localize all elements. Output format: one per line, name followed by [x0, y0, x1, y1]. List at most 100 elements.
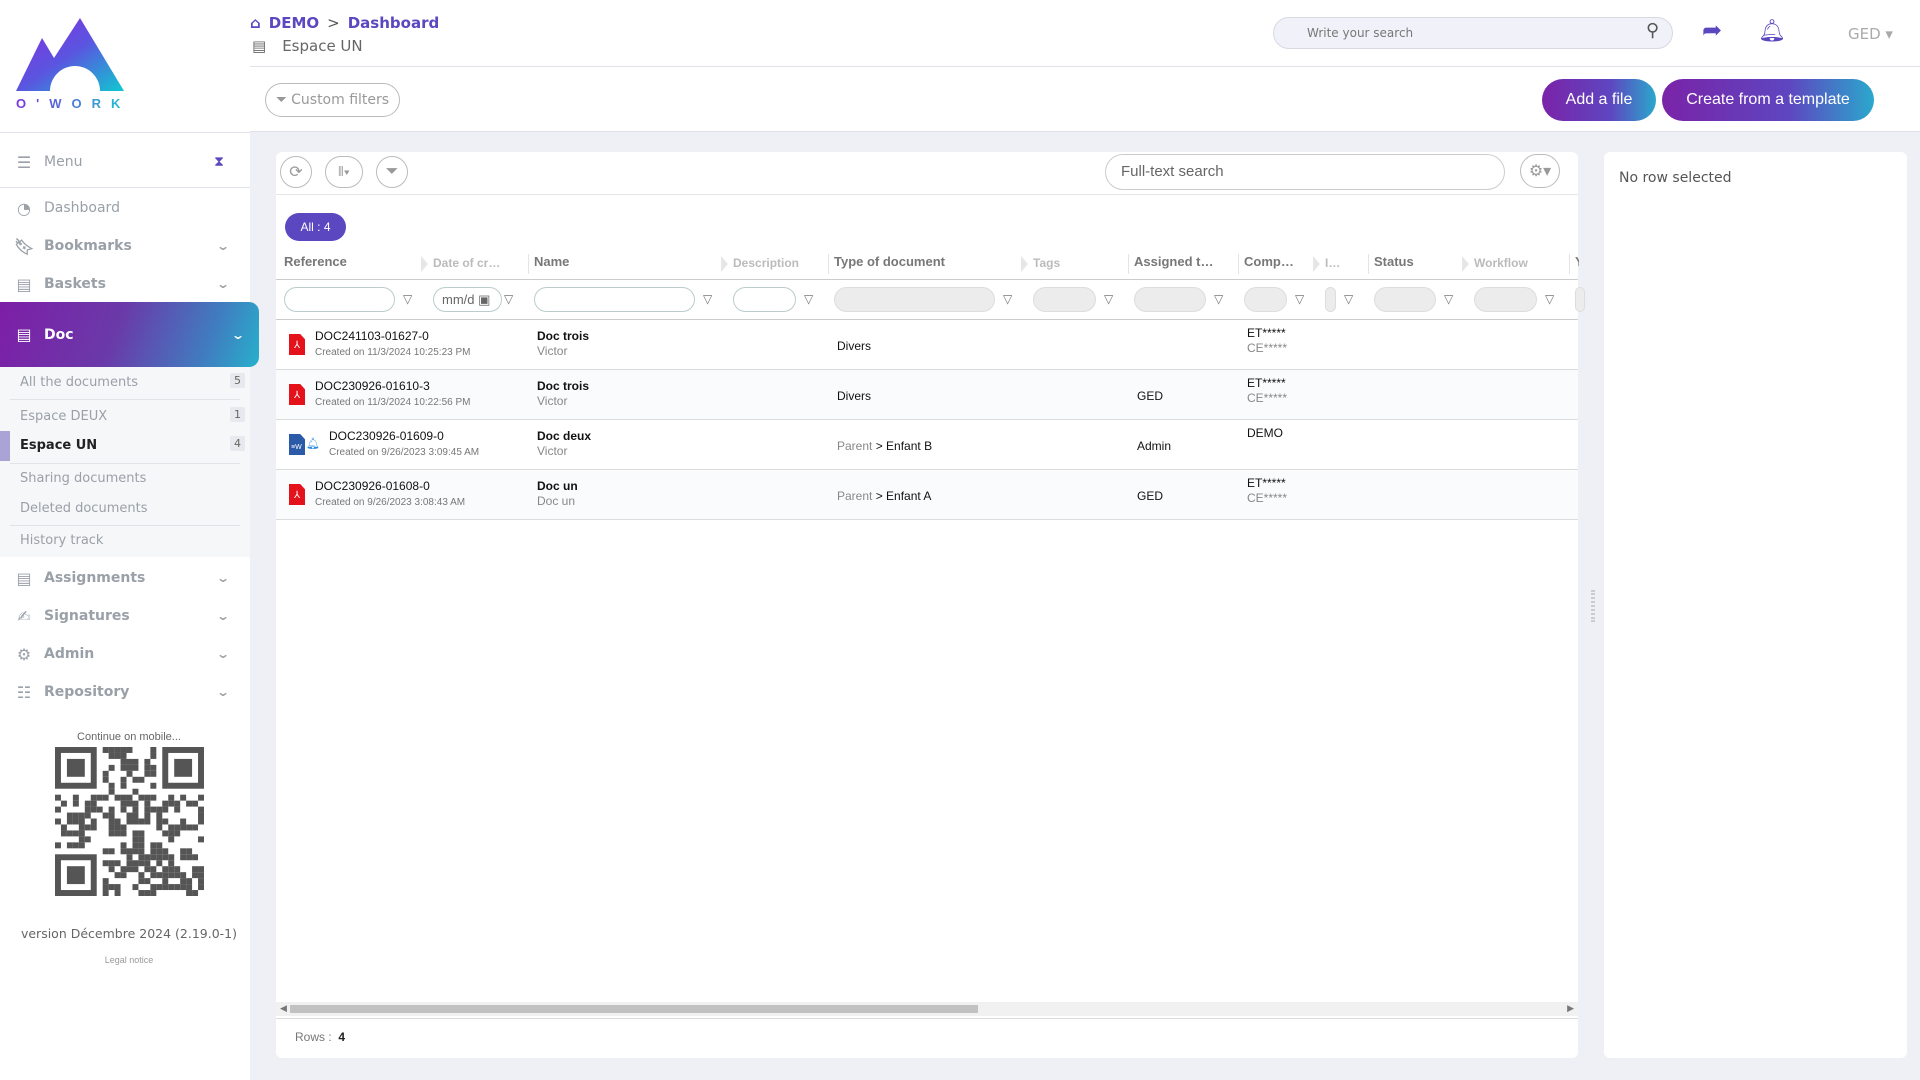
- global-search-input[interactable]: Write your search: [1273, 17, 1673, 49]
- filter-funnel-icon[interactable]: ▽: [1344, 292, 1354, 306]
- table-row[interactable]: ⅄ DOC241103-01627-0 Created on 11/3/2024…: [276, 320, 1578, 370]
- refresh-button[interactable]: ⟳: [280, 156, 312, 188]
- filter-funnel-icon[interactable]: ▽: [403, 292, 413, 306]
- sidebar-sub-all-documents[interactable]: All the documents 5: [20, 373, 245, 390]
- filter-input-type-of-document[interactable]: [834, 287, 995, 312]
- filter-toggle-button[interactable]: ⏷: [376, 156, 408, 188]
- filter-input-status[interactable]: [1374, 287, 1436, 312]
- column-header-company[interactable]: Comp…: [1244, 254, 1294, 269]
- filter-funnel-icon[interactable]: ▽: [504, 292, 514, 306]
- filter-date-input[interactable]: mm/d ▣: [433, 287, 502, 312]
- space-title: ▤ Espace UN: [252, 37, 363, 55]
- horizontal-scrollbar[interactable]: ◀ ▶: [276, 1002, 1578, 1016]
- column-separator[interactable]: [1128, 254, 1129, 274]
- table-row[interactable]: ⅄ DOC230926-01608-0 Created on 9/26/2023…: [276, 470, 1578, 520]
- column-separator[interactable]: [828, 254, 829, 274]
- column-resize-handle[interactable]: [1462, 256, 1469, 272]
- sidebar-sub-deleted[interactable]: Deleted documents: [20, 501, 245, 516]
- columns-button[interactable]: ⦀▾: [325, 156, 363, 188]
- hamburger-icon: ☰: [16, 152, 32, 172]
- sidebar-sub-history[interactable]: History track: [20, 533, 245, 548]
- filter-input-company[interactable]: [1244, 287, 1287, 312]
- sidebar-item-assignments[interactable]: ▤ Assignments ⌄: [0, 561, 250, 595]
- table-row[interactable]: ⅄ DOC230926-01610-3 Created on 11/3/2024…: [276, 370, 1578, 420]
- sidebar-sub-espace-un[interactable]: Espace UN 4: [20, 436, 245, 453]
- sidebar-item-admin[interactable]: ⚙ Admin ⌄: [0, 637, 250, 671]
- column-separator[interactable]: [1238, 254, 1239, 274]
- sidebar-item-doc[interactable]: ▤ Doc ⌄: [0, 302, 259, 367]
- column-header-y[interactable]: Y: [1575, 254, 1579, 274]
- scroll-left-arrow[interactable]: ◀: [280, 1003, 287, 1013]
- column-header-date-created[interactable]: Date of cr…: [433, 256, 501, 270]
- filter-funnel-icon[interactable]: ▽: [1003, 292, 1013, 306]
- column-resize-handle[interactable]: [1313, 256, 1320, 272]
- qr-code[interactable]: [55, 747, 204, 896]
- owork-logo[interactable]: O'WORK: [14, 16, 126, 112]
- fulltext-search-input[interactable]: Full-text search: [1105, 154, 1505, 190]
- user-menu-label: GED: [1848, 25, 1881, 43]
- filter-funnel-icon[interactable]: ▽: [1545, 292, 1555, 306]
- share-icon[interactable]: ➦: [1702, 17, 1723, 44]
- column-separator[interactable]: [528, 254, 529, 274]
- scrollbar-thumb[interactable]: [290, 1005, 978, 1013]
- column-resize-handle[interactable]: [721, 256, 728, 272]
- sidebar-item-repository[interactable]: ☷ Repository ⌄: [0, 675, 250, 709]
- sidebar-item-signatures[interactable]: ✍︎ Signatures ⌄: [0, 599, 250, 633]
- legal-notice-link[interactable]: Legal notice: [104, 955, 154, 965]
- column-header-i[interactable]: I…: [1325, 256, 1341, 270]
- rows-label: Rows :: [295, 1030, 332, 1044]
- grid-settings-button[interactable]: ⚙▾: [1520, 154, 1560, 188]
- chevron-down-icon: ⌄: [215, 571, 231, 585]
- rows-count: 4: [338, 1030, 346, 1044]
- company-cell: DEMO: [1247, 426, 1283, 440]
- column-header-workflow[interactable]: Workflow: [1474, 256, 1528, 270]
- filter-input-description[interactable]: [733, 287, 796, 312]
- panel-resize-handle[interactable]: [1591, 590, 1595, 622]
- sidebar-item-bookmarks[interactable]: 🔖︎ Bookmarks ⌄: [0, 229, 250, 263]
- count-badge: 5: [230, 373, 245, 388]
- scroll-right-arrow[interactable]: ▶: [1567, 1003, 1574, 1013]
- filter-input-name[interactable]: [534, 287, 695, 312]
- breadcrumb-dashboard[interactable]: Dashboard: [347, 14, 440, 32]
- column-header-name[interactable]: Name: [534, 254, 570, 269]
- sidebar-item-dashboard[interactable]: ◔ Dashboard: [0, 191, 250, 225]
- column-header-type-of-document[interactable]: Type of document: [834, 254, 945, 269]
- column-header-reference[interactable]: Reference: [284, 254, 347, 269]
- filter-input-i[interactable]: [1325, 287, 1336, 312]
- sub-label: All the documents: [20, 375, 139, 390]
- create-from-template-button[interactable]: Create from a template: [1662, 79, 1874, 121]
- sidebar-sub-espace-deux[interactable]: Espace DEUX 1: [20, 407, 245, 424]
- filter-funnel-icon[interactable]: ▽: [1214, 292, 1224, 306]
- filter-funnel-icon[interactable]: ▽: [1104, 292, 1114, 306]
- bell-icon[interactable]: 🔔︎: [1758, 18, 1786, 43]
- all-count-badge[interactable]: All : 4: [285, 213, 346, 241]
- pin-icon[interactable]: ⧗: [214, 154, 224, 170]
- filter-input-workflow[interactable]: [1474, 287, 1537, 312]
- home-icon[interactable]: ⌂: [250, 14, 261, 32]
- column-resize-handle[interactable]: [1021, 256, 1028, 272]
- column-resize-handle[interactable]: [421, 256, 428, 272]
- menu-toggle[interactable]: ☰ Menu ⧗: [0, 145, 250, 179]
- user-menu[interactable]: GED ▾: [1848, 25, 1893, 43]
- column-separator[interactable]: [1569, 254, 1570, 274]
- column-separator[interactable]: [1368, 254, 1369, 274]
- sidebar-item-baskets[interactable]: ▤ Baskets ⌄: [0, 267, 250, 301]
- filter-funnel-icon[interactable]: ▽: [703, 292, 713, 306]
- filter-funnel-icon[interactable]: ▽: [1444, 292, 1454, 306]
- filter-funnel-icon[interactable]: ▽: [1295, 292, 1305, 306]
- column-header-tags[interactable]: Tags: [1033, 256, 1061, 270]
- filter-funnel-icon[interactable]: ▽: [804, 292, 814, 306]
- column-header-assigned-to[interactable]: Assigned t…: [1134, 254, 1214, 269]
- filter-input-assigned-to[interactable]: [1134, 287, 1206, 312]
- column-header-status[interactable]: Status: [1374, 254, 1414, 269]
- filter-input-tags[interactable]: [1033, 287, 1096, 312]
- column-header-description[interactable]: Description: [733, 256, 800, 270]
- add-file-button[interactable]: Add a file: [1542, 79, 1656, 121]
- filter-input-reference[interactable]: [284, 287, 395, 312]
- custom-filters-button[interactable]: ⏷ Custom filters: [265, 83, 400, 117]
- search-icon[interactable]: ⚲: [1646, 20, 1660, 40]
- filter-input-y[interactable]: [1575, 287, 1585, 312]
- table-row[interactable]: ≡W 🔔︎ DOC230926-01609-0 Created on 9/26/…: [276, 420, 1578, 470]
- breadcrumb-demo[interactable]: DEMO: [268, 14, 320, 32]
- sidebar-sub-sharing[interactable]: Sharing documents: [20, 471, 245, 486]
